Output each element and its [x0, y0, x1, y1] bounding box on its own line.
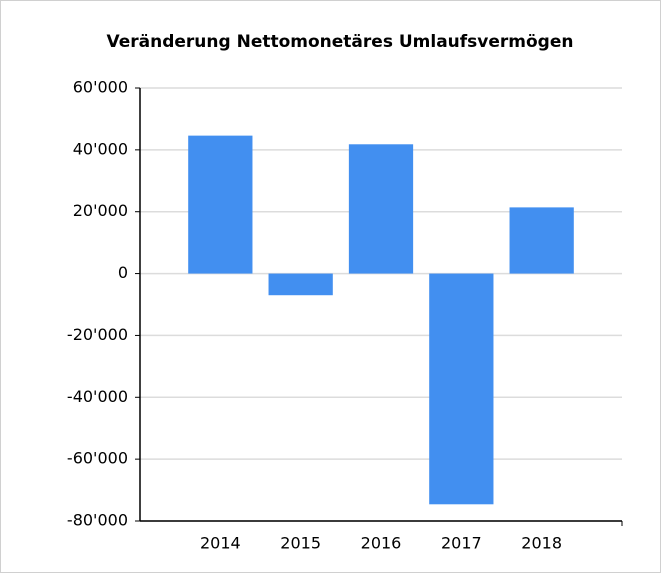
- bar: [188, 135, 253, 274]
- x-tick-label: 2015: [280, 534, 321, 553]
- y-tick-label: -40'000: [67, 387, 128, 406]
- x-tick-label: 2017: [441, 534, 482, 553]
- bar: [429, 273, 494, 505]
- y-tick-label: 20'000: [73, 201, 128, 220]
- y-tick-label: -60'000: [67, 449, 128, 468]
- y-tick-label: 60'000: [73, 78, 128, 97]
- x-tick-label: 2014: [200, 534, 241, 553]
- y-tick-label: 0: [118, 263, 128, 282]
- y-tick-label: -80'000: [67, 511, 128, 530]
- bar: [348, 144, 414, 274]
- bar: [509, 207, 574, 274]
- bar: [268, 273, 333, 296]
- x-tick-label: 2018: [521, 534, 562, 553]
- y-tick-label: 40'000: [73, 139, 128, 158]
- y-tick-label: -20'000: [67, 325, 128, 344]
- chart-title: Veränderung Nettomonetäres Umlaufsvermög…: [107, 32, 574, 52]
- x-tick-label: 2016: [361, 534, 402, 553]
